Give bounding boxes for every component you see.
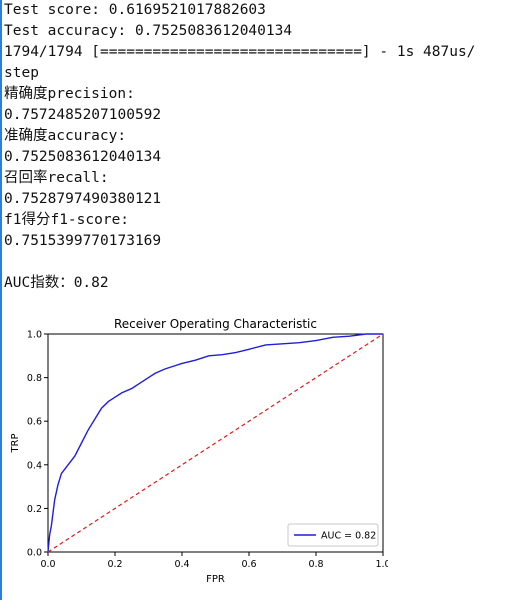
console-line-f1-label: f1得分f1-score: <box>4 212 130 228</box>
roc-chart: Receiver Operating Characteristic 0.0 0.2… <box>8 314 388 592</box>
x-tick-label: 0.6 <box>241 559 256 570</box>
legend-box <box>287 523 379 547</box>
console-line-accuracy-label: 准确度accuracy: <box>4 128 127 144</box>
console-output: Test score: 0.6169521017882603 Test accu… <box>4 0 505 294</box>
x-axis-ticks: 0.0 0.2 0.4 0.6 0.8 1.0 <box>40 552 388 570</box>
x-tick-label: 1.0 <box>375 559 388 570</box>
y-tick-label: 0.6 <box>27 417 42 428</box>
chance-diagonal-line <box>47 333 384 553</box>
x-tick-label: 0.0 <box>40 559 55 570</box>
console-line-step: step <box>4 65 39 81</box>
x-tick-label: 0.4 <box>174 559 189 570</box>
console-line-accuracy-value: 0.7525083612040134 <box>4 149 162 165</box>
x-tick-label: 0.2 <box>107 559 122 570</box>
roc-chart-svg: Receiver Operating Characteristic 0.0 0.2… <box>10 317 388 585</box>
chart-legend: AUC = 0.82 <box>287 523 379 547</box>
console-line-recall-label: 召回率recall: <box>4 170 109 186</box>
console-line-auc: AUC指数：0.82 <box>4 275 109 291</box>
console-line-test-score: Test score: 0.6169521017882603 <box>4 2 266 18</box>
y-tick-label: 0.2 <box>27 504 42 515</box>
y-axis-ticks: 0.0 0.2 0.4 0.6 0.8 1.0 <box>27 330 48 559</box>
y-axis-label: TRP <box>10 433 21 453</box>
plot-area-frame <box>47 333 384 553</box>
console-line-precision-value: 0.7572485207100592 <box>4 107 162 123</box>
series-layer <box>47 333 384 553</box>
x-tick-label: 0.8 <box>308 559 323 570</box>
console-line-precision-label: 精确度precision: <box>4 86 135 102</box>
console-blank-line <box>4 252 505 273</box>
console-line-test-accuracy: Test accuracy: 0.7525083612040134 <box>4 23 293 39</box>
console-line-recall-value: 0.7528797490380121 <box>4 191 162 207</box>
y-tick-label: 0.0 <box>27 548 42 559</box>
roc-curve-line <box>47 333 383 553</box>
legend-entry-auc: AUC = 0.82 <box>321 531 376 542</box>
chart-title: Receiver Operating Characteristic <box>114 317 317 331</box>
x-axis-label: FPR <box>206 574 225 585</box>
y-tick-label: 0.4 <box>27 460 42 471</box>
y-tick-label: 0.8 <box>27 373 42 384</box>
window-left-border <box>0 0 2 600</box>
console-line-f1-value: 0.7515399770173169 <box>4 233 162 249</box>
y-tick-label: 1.0 <box>27 330 42 341</box>
console-line-progress: 1794/1794 [=============================… <box>4 44 476 60</box>
